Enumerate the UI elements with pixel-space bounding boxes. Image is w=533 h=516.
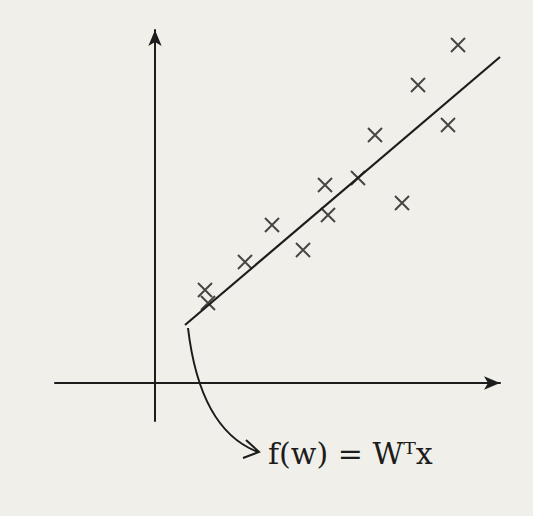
- svg-text:f(w) = Wᵀx: f(w) = Wᵀx: [268, 436, 433, 471]
